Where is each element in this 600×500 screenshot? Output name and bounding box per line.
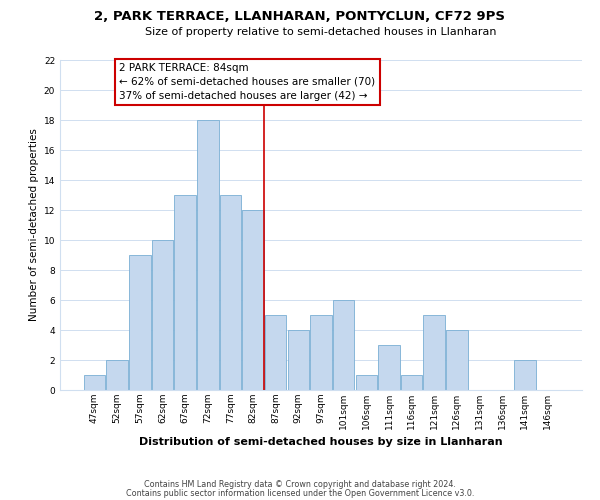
- Bar: [378, 345, 400, 390]
- Text: Contains public sector information licensed under the Open Government Licence v3: Contains public sector information licen…: [126, 489, 474, 498]
- Bar: [242, 210, 264, 390]
- Bar: [401, 375, 422, 390]
- Bar: [106, 360, 128, 390]
- Bar: [175, 195, 196, 390]
- Bar: [197, 120, 218, 390]
- Text: 2, PARK TERRACE, LLANHARAN, PONTYCLUN, CF72 9PS: 2, PARK TERRACE, LLANHARAN, PONTYCLUN, C…: [95, 10, 505, 23]
- X-axis label: Distribution of semi-detached houses by size in Llanharan: Distribution of semi-detached houses by …: [139, 438, 503, 448]
- Bar: [356, 375, 377, 390]
- Text: 2 PARK TERRACE: 84sqm
← 62% of semi-detached houses are smaller (70)
37% of semi: 2 PARK TERRACE: 84sqm ← 62% of semi-deta…: [119, 63, 376, 101]
- Bar: [129, 255, 151, 390]
- Bar: [424, 315, 445, 390]
- Bar: [265, 315, 286, 390]
- Bar: [84, 375, 105, 390]
- Text: Contains HM Land Registry data © Crown copyright and database right 2024.: Contains HM Land Registry data © Crown c…: [144, 480, 456, 489]
- Bar: [220, 195, 241, 390]
- Title: Size of property relative to semi-detached houses in Llanharan: Size of property relative to semi-detach…: [145, 27, 497, 37]
- Bar: [310, 315, 332, 390]
- Bar: [446, 330, 467, 390]
- Bar: [514, 360, 536, 390]
- Bar: [287, 330, 309, 390]
- Bar: [333, 300, 355, 390]
- Y-axis label: Number of semi-detached properties: Number of semi-detached properties: [29, 128, 40, 322]
- Bar: [152, 240, 173, 390]
